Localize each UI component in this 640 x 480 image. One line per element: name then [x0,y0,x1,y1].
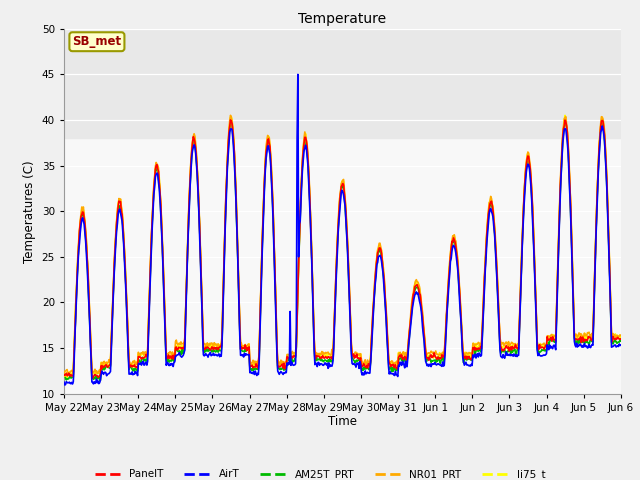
li75_t [428,353,435,359]
AM25T_PRT [60,374,68,380]
AirT [128,369,136,375]
AM25T_PRT [97,378,104,384]
li75_t [617,335,625,340]
Y-axis label: Temperatures (C): Temperatures (C) [23,160,36,263]
AirT [60,379,68,385]
li75_t [561,112,569,118]
Text: SB_met: SB_met [72,35,122,48]
PanelT [70,353,78,359]
NR01_PRT [617,333,625,338]
NR01_PRT [227,112,234,118]
NR01_PRT [70,347,78,353]
AirT [617,342,625,348]
Line: PanelT: PanelT [64,120,621,378]
AM25T_PRT [128,367,136,372]
AM25T_PRT [412,285,419,291]
li75_t [71,327,79,333]
NR01_PRT [93,371,101,376]
NR01_PRT [185,208,193,214]
Line: NR01_PRT: NR01_PRT [64,115,621,373]
AirT [71,336,79,341]
li75_t [185,211,193,216]
Bar [64,29,621,138]
li75_t [214,344,222,349]
PanelT [227,117,234,123]
AirT [214,352,222,358]
li75_t [128,364,136,370]
AirT [412,291,419,297]
Legend: PanelT, AirT, AM25T_PRT, NR01_PRT, li75_t: PanelT, AirT, AM25T_PRT, NR01_PRT, li75_… [90,465,550,480]
PanelT [617,336,625,342]
li75_t [60,374,68,380]
PanelT [412,283,419,289]
AM25T_PRT [185,214,193,219]
AM25T_PRT [70,350,78,356]
PanelT [89,375,97,381]
X-axis label: Time: Time [328,415,357,429]
PanelT [185,212,193,217]
li75_t [63,374,71,380]
AirT [61,382,68,388]
AM25T_PRT [428,358,436,363]
PanelT [128,364,136,370]
Line: AM25T_PRT: AM25T_PRT [64,123,621,381]
NR01_PRT [412,278,419,284]
AM25T_PRT [227,120,235,126]
PanelT [428,355,436,360]
AM25T_PRT [214,349,222,355]
Title: Temperature: Temperature [298,12,387,26]
Line: AirT: AirT [64,74,621,385]
AirT [185,221,193,227]
Line: li75_t: li75_t [64,115,621,377]
NR01_PRT [428,349,436,355]
NR01_PRT [214,341,222,347]
PanelT [214,347,222,352]
AirT [294,72,301,77]
AM25T_PRT [617,338,625,344]
NR01_PRT [128,360,136,366]
li75_t [411,282,419,288]
NR01_PRT [60,371,68,376]
PanelT [60,372,68,378]
AirT [428,361,436,367]
